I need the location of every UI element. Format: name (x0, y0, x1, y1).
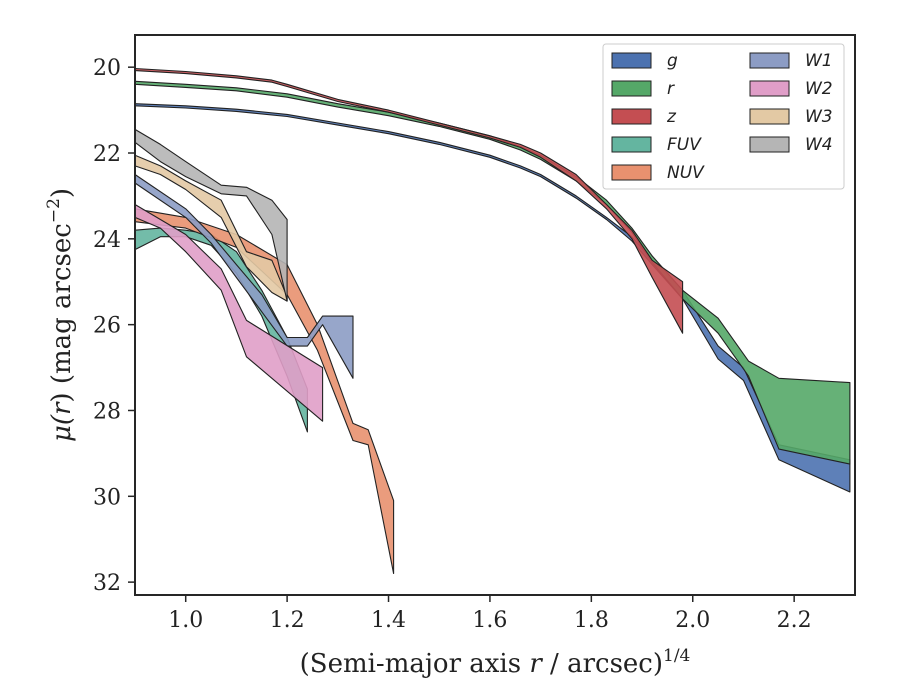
legend: grz FUV NUV W1 W2 W3 W4 (602, 43, 845, 190)
legend-label-fuv: FUV (667, 135, 702, 155)
x-axis: 1.0 1.2 1.4 1.6 1.8 2.0 2.2 (168, 595, 812, 633)
y-axis: 20 22 24 26 28 30 32 (93, 56, 135, 596)
legend-swatch-w3 (749, 108, 790, 125)
legend-label-w2: W2 (805, 79, 833, 99)
legend-label-r: r (667, 79, 675, 99)
legend-frame (602, 43, 845, 190)
legend-label-g: g (667, 51, 678, 71)
band-g (134, 103, 851, 493)
x-tick-label: 1.8 (574, 608, 609, 633)
x-axis-label-main: (Semi-major axis (300, 649, 530, 679)
legend-label-w3: W3 (805, 107, 833, 127)
band-w1 (134, 173, 354, 379)
y-axis-label: μ(r) (mag arcsec−2) (44, 188, 77, 442)
legend-swatch-z (611, 108, 652, 125)
legend-swatch-g (611, 52, 652, 69)
band-z (134, 67, 684, 334)
legend-label-z: z (666, 107, 677, 127)
series-layer (134, 67, 851, 575)
y-tick-label: 22 (93, 142, 121, 167)
x-tick-label: 1.0 (168, 608, 203, 633)
x-axis-label: (Semi-major axis r / arcsec)1/4 (300, 646, 691, 679)
x-axis-label-exp: 1/4 (663, 646, 690, 666)
legend-swatch-nuv (611, 164, 652, 181)
y-tick-label: 32 (93, 571, 121, 596)
x-axis-label-unit: / arcsec) (542, 649, 663, 679)
y-tick-label: 30 (93, 485, 121, 510)
x-tick-label: 2.2 (777, 608, 812, 633)
plot-frame (134, 34, 856, 596)
band-nuv (134, 208, 395, 575)
y-tick-label: 28 (93, 399, 121, 424)
x-tick-label: 1.4 (371, 608, 406, 633)
y-tick-label: 24 (93, 228, 121, 253)
x-axis-label-var: r (529, 649, 543, 679)
legend-swatch-r (611, 80, 652, 97)
y-axis-label-var: r (47, 401, 77, 415)
legend-label-nuv: NUV (667, 163, 705, 183)
y-axis-label-close: ) (47, 188, 77, 198)
band-w2 (134, 203, 324, 422)
y-axis-label-exp: −2 (44, 198, 64, 223)
x-tick-label: 2.0 (675, 608, 710, 633)
x-tick-label: 1.2 (270, 608, 305, 633)
legend-swatch-fuv (611, 136, 652, 153)
legend-label-w1: W1 (805, 51, 833, 71)
legend-label-w4: W4 (805, 135, 833, 155)
legend-swatch-w1 (749, 52, 790, 69)
x-tick-label: 1.6 (472, 608, 507, 633)
legend-swatch-w2 (749, 80, 790, 97)
band-w4 (134, 128, 288, 302)
y-tick-label: 26 (93, 314, 121, 339)
legend-swatch-w4 (749, 136, 790, 153)
y-tick-label: 20 (93, 56, 121, 81)
y-axis-label-unit: ) (mag arcsec (47, 223, 77, 402)
y-axis-label-mu: μ( (47, 414, 77, 442)
